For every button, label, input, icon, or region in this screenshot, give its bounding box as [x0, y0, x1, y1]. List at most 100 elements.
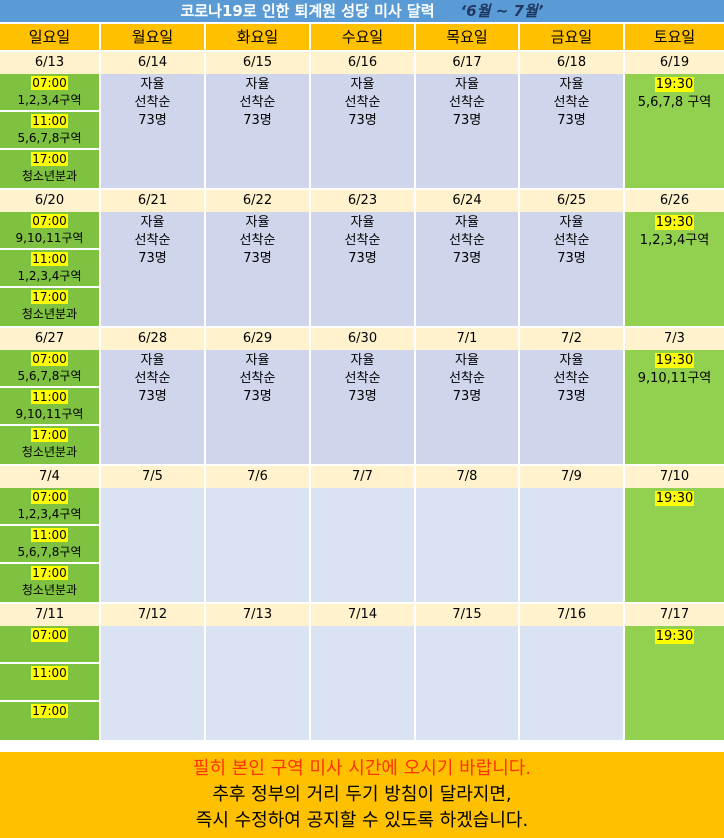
- weekday-0: 일요일: [0, 24, 101, 50]
- date-row: 6/20 6/21 6/22 6/23 6/24 6/25 6/26: [0, 188, 724, 212]
- weekday-line: 73명: [243, 389, 272, 404]
- mass-time: 07:00: [31, 490, 68, 504]
- date-cell: 6/25: [520, 190, 625, 212]
- date-cell: 7/3: [625, 328, 724, 350]
- sunday-cell: 07:00 1,2,3,4구역 11:00 5,6,7,8구역 17:00 청소년분과: [0, 488, 101, 602]
- weekday-cell: [101, 488, 206, 602]
- weekday-line: 73명: [243, 251, 272, 266]
- mass-time: 11:00: [31, 252, 68, 266]
- footer-line-3: 즉시 수정하여 공지할 수 있도록 하겠습니다.: [195, 810, 529, 831]
- mass-time: 19:30: [654, 629, 695, 644]
- weekday-cell: [311, 488, 416, 602]
- mass-group: 5,6,7,8 구역: [637, 95, 712, 110]
- weekday-cell: 자율 선착순 73명: [206, 74, 311, 188]
- date-cell: 6/28: [101, 328, 206, 350]
- weekday-line: 자율: [455, 77, 479, 92]
- sunday-mass: 17:00 청소년분과: [0, 564, 99, 602]
- date-cell: 7/2: [520, 328, 625, 350]
- weekday-cell: 자율 선착순 73명: [416, 350, 520, 464]
- sunday-mass: 07:00 1,2,3,4구역: [0, 488, 99, 526]
- weekday-line: 73명: [452, 113, 482, 128]
- weekday-line: 73명: [348, 113, 377, 128]
- weekday-line: 선착순: [449, 95, 485, 110]
- saturday-cell: 19:30 1,2,3,4구역: [625, 212, 724, 326]
- weekday-line: 자율: [350, 77, 375, 92]
- mass-time: 11:00: [31, 390, 68, 404]
- weekday-cell: [206, 488, 311, 602]
- mass-time: 17:00: [31, 152, 68, 166]
- weekday-line: 선착순: [134, 95, 171, 110]
- weekday-line: 자율: [559, 215, 584, 230]
- sunday-cell: 07:00 5,6,7,8구역 11:00 9,10,11구역 17:00 청소년분과: [0, 350, 101, 464]
- date-cell: 7/9: [520, 466, 625, 488]
- mass-time: 07:00: [31, 628, 68, 642]
- mass-time: 17:00: [31, 290, 68, 304]
- weekday-line: 자율: [245, 215, 270, 230]
- mass-group: 1,2,3,4구역: [639, 233, 710, 248]
- date-cell: 7/5: [101, 466, 206, 488]
- weekday-cell: 자율 선착순 73명: [311, 350, 416, 464]
- weekday-line: 선착순: [239, 233, 276, 248]
- date-row: 6/27 6/28 6/29 6/30 7/1 7/2 7/3: [0, 326, 724, 350]
- weekday-cell: 자율 선착순 73명: [101, 350, 206, 464]
- date-cell: 6/20: [0, 190, 101, 212]
- mass-time: 07:00: [31, 352, 68, 366]
- date-cell: 6/30: [311, 328, 416, 350]
- weekday-cell: 자율 선착순 73명: [520, 350, 625, 464]
- mass-time: 11:00: [31, 666, 68, 680]
- sunday-mass: 07:00 1,2,3,4구역: [0, 74, 99, 112]
- title-text: 코로나19로 인한 퇴계원 성당 미사 달력: [180, 2, 435, 20]
- weekday-line: 73명: [348, 389, 377, 404]
- date-cell: 6/14: [101, 52, 206, 74]
- weekday-5: 금요일: [520, 24, 625, 50]
- mass-group: 9,10,11구역: [15, 407, 84, 421]
- sunday-mass: 11:00: [0, 664, 99, 702]
- weekday-line: 자율: [455, 215, 479, 230]
- sunday-mass: 07:00: [0, 626, 99, 664]
- weekday-line: 선착순: [553, 233, 590, 248]
- sunday-cell: 07:00 1,2,3,4구역 11:00 5,6,7,8구역 17:00 청소년분과: [0, 74, 101, 188]
- mass-group: 1,2,3,4구역: [17, 507, 82, 521]
- mass-time: 17:00: [31, 428, 68, 442]
- weekday-line: 자율: [245, 77, 270, 92]
- weekday-line: 73명: [557, 251, 586, 266]
- saturday-cell: 19:30: [625, 488, 724, 602]
- mass-time: 19:30: [654, 353, 695, 368]
- sunday-mass: 11:00 9,10,11구역: [0, 388, 99, 426]
- date-cell: 7/16: [520, 604, 625, 626]
- weekday-cell: 자율 선착순 73명: [520, 74, 625, 188]
- weekday-cell: [416, 488, 520, 602]
- sunday-mass: 11:00 1,2,3,4구역: [0, 250, 99, 288]
- date-cell: 6/24: [416, 190, 520, 212]
- mass-time: 07:00: [31, 214, 68, 228]
- mass-time: 19:30: [654, 491, 695, 506]
- mass-time: 07:00: [31, 76, 68, 90]
- weekday-cell: [101, 626, 206, 740]
- weekday-line: 73명: [452, 389, 482, 404]
- date-cell: 7/13: [206, 604, 311, 626]
- date-cell: 6/27: [0, 328, 101, 350]
- weekday-line: 자율: [350, 353, 375, 368]
- sunday-cell: 07:00 11:00 17:00: [0, 626, 101, 740]
- weekday-cell: [520, 488, 625, 602]
- date-cell: 7/17: [625, 604, 724, 626]
- week-body: 07:00 1,2,3,4구역 11:00 5,6,7,8구역 17:00 청소년분과 19…: [0, 488, 724, 602]
- weekday-line: 73명: [138, 251, 167, 266]
- date-cell: 7/10: [625, 466, 724, 488]
- date-cell: 7/12: [101, 604, 206, 626]
- mass-group: 5,6,7,8구역: [17, 545, 82, 559]
- sunday-mass: 17:00 청소년분과: [0, 288, 99, 326]
- weekday-line: 자율: [140, 353, 165, 368]
- sunday-mass: 11:00 5,6,7,8구역: [0, 526, 99, 564]
- weekday-cell: 자율 선착순 73명: [206, 350, 311, 464]
- weekday-line: 선착순: [344, 95, 381, 110]
- date-cell: 7/11: [0, 604, 101, 626]
- sunday-cell: 07:00 9,10,11구역 11:00 1,2,3,4구역 17:00 청소년분과: [0, 212, 101, 326]
- mass-group: 1,2,3,4구역: [17, 269, 82, 283]
- date-cell: 6/13: [0, 52, 101, 74]
- title-range: ‘6월 ~ 7월’: [460, 2, 544, 20]
- weekday-line: 선착순: [553, 371, 590, 386]
